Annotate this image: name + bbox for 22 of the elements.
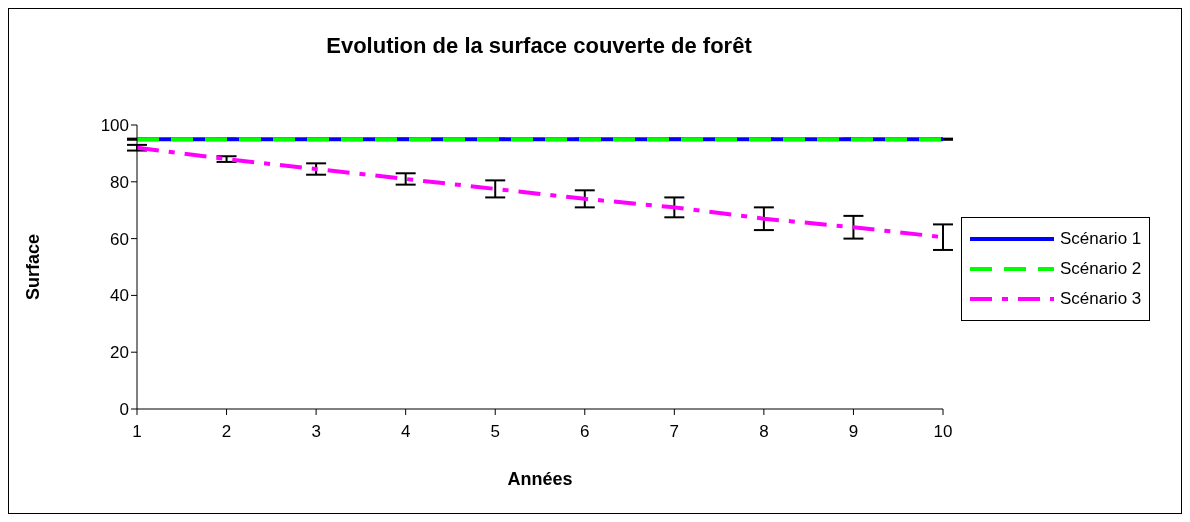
x-tick-label: 3 xyxy=(311,422,321,442)
y-tick-label: 40 xyxy=(110,286,129,306)
chart-title: Evolution de la surface couverte de forêt xyxy=(325,33,753,59)
y-tick-label: 80 xyxy=(110,172,129,192)
y-tick-label: 100 xyxy=(100,116,129,136)
x-tick-label: 9 xyxy=(848,422,859,442)
y-axis-title: Surface xyxy=(22,233,44,301)
x-tick-label: 10 xyxy=(933,422,953,442)
y-tick-label: 0 xyxy=(119,400,129,420)
y-tick-label: 60 xyxy=(110,229,129,249)
legend-label: Scénario 2 xyxy=(1060,259,1142,279)
legend-label: Scénario 1 xyxy=(1060,229,1142,249)
x-tick-label: 2 xyxy=(221,422,232,442)
x-tick-label: 8 xyxy=(759,422,769,442)
x-tick-label: 4 xyxy=(400,422,411,442)
y-tick-label: 20 xyxy=(110,343,129,363)
x-tick-label: 1 xyxy=(132,422,142,442)
x-tick-label: 6 xyxy=(580,422,590,442)
x-tick-label: 5 xyxy=(490,422,500,442)
x-tick-label: 7 xyxy=(669,422,680,442)
x-axis-title: Années xyxy=(506,469,574,490)
legend-label: Scénario 3 xyxy=(1060,289,1142,309)
